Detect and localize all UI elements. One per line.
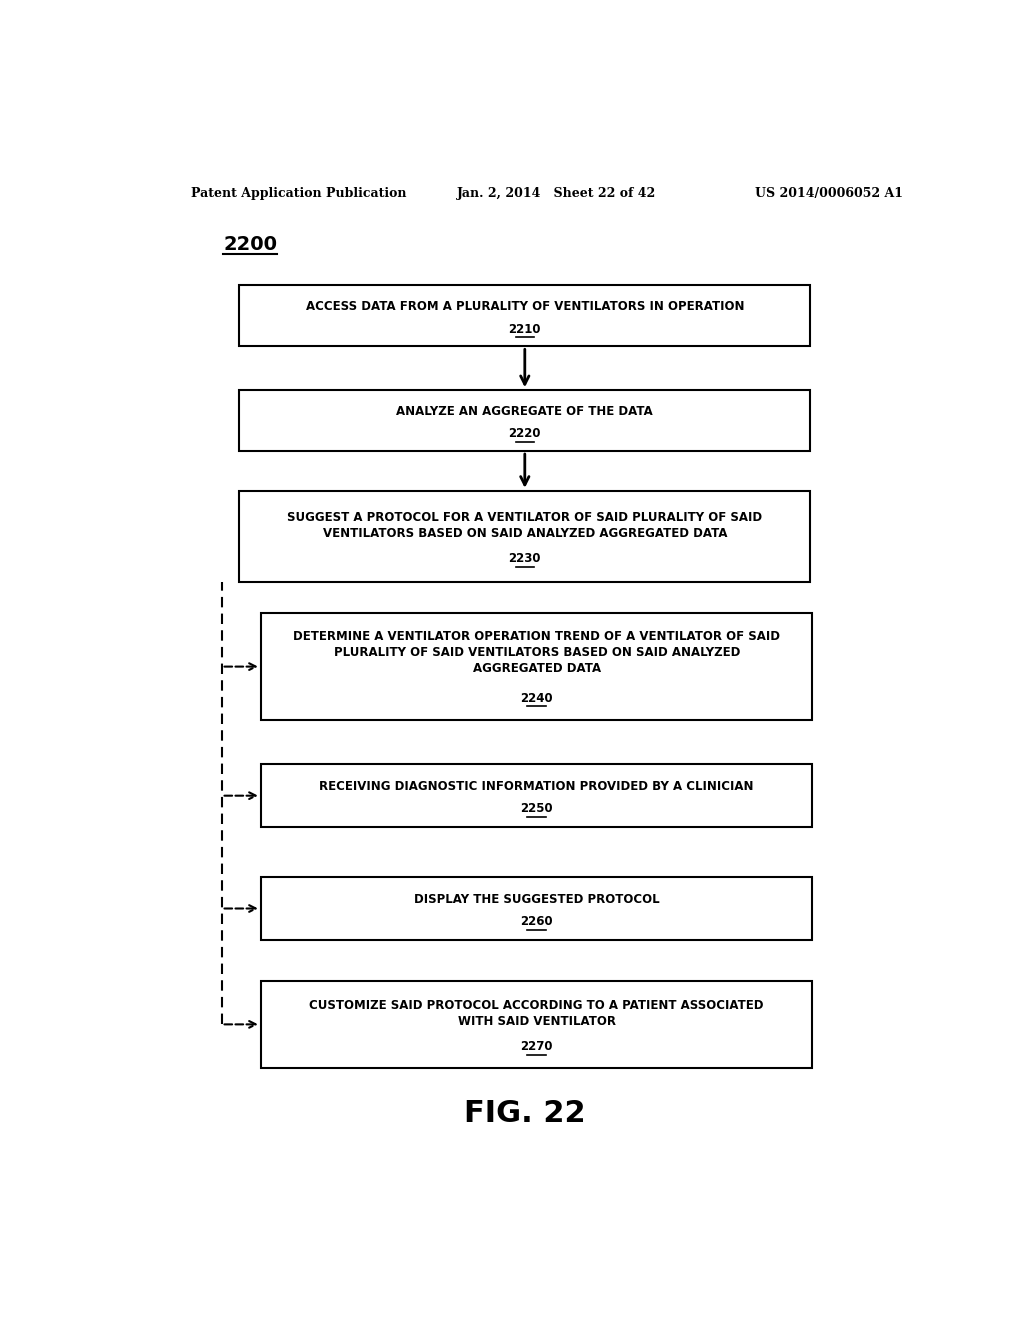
FancyBboxPatch shape [261, 764, 812, 828]
FancyBboxPatch shape [240, 491, 811, 582]
Text: 2210: 2210 [509, 322, 541, 335]
Text: RECEIVING DIAGNOSTIC INFORMATION PROVIDED BY A CLINICIAN: RECEIVING DIAGNOSTIC INFORMATION PROVIDE… [319, 780, 754, 793]
Text: FIG. 22: FIG. 22 [464, 1100, 586, 1129]
Text: 2270: 2270 [520, 1040, 553, 1053]
Text: SUGGEST A PROTOCOL FOR A VENTILATOR OF SAID PLURALITY OF SAID
VENTILATORS BASED : SUGGEST A PROTOCOL FOR A VENTILATOR OF S… [288, 511, 762, 540]
FancyBboxPatch shape [261, 614, 812, 719]
Text: 2220: 2220 [509, 428, 541, 441]
Text: US 2014/0006052 A1: US 2014/0006052 A1 [755, 187, 903, 201]
Text: 2240: 2240 [520, 692, 553, 705]
FancyBboxPatch shape [240, 285, 811, 346]
Text: Jan. 2, 2014   Sheet 22 of 42: Jan. 2, 2014 Sheet 22 of 42 [458, 187, 656, 201]
Text: 2250: 2250 [520, 803, 553, 816]
Text: 2230: 2230 [509, 552, 541, 565]
FancyBboxPatch shape [261, 876, 812, 940]
Text: CUSTOMIZE SAID PROTOCOL ACCORDING TO A PATIENT ASSOCIATED
WITH SAID VENTILATOR: CUSTOMIZE SAID PROTOCOL ACCORDING TO A P… [309, 999, 764, 1028]
Text: Patent Application Publication: Patent Application Publication [191, 187, 407, 201]
Text: DETERMINE A VENTILATOR OPERATION TREND OF A VENTILATOR OF SAID
PLURALITY OF SAID: DETERMINE A VENTILATOR OPERATION TREND O… [293, 630, 780, 675]
Text: DISPLAY THE SUGGESTED PROTOCOL: DISPLAY THE SUGGESTED PROTOCOL [414, 892, 659, 906]
Text: 2260: 2260 [520, 915, 553, 928]
FancyBboxPatch shape [261, 981, 812, 1068]
Text: ACCESS DATA FROM A PLURALITY OF VENTILATORS IN OPERATION: ACCESS DATA FROM A PLURALITY OF VENTILAT… [305, 300, 744, 313]
Text: 2200: 2200 [223, 235, 278, 255]
Text: ANALYZE AN AGGREGATE OF THE DATA: ANALYZE AN AGGREGATE OF THE DATA [396, 405, 653, 418]
FancyBboxPatch shape [240, 391, 811, 451]
